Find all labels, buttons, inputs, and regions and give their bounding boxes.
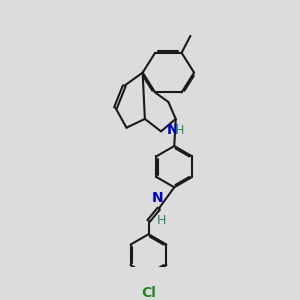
Text: N: N: [167, 123, 178, 137]
Text: H: H: [157, 214, 166, 227]
Text: N: N: [152, 191, 163, 206]
Text: Cl: Cl: [141, 286, 156, 299]
Text: H: H: [175, 124, 184, 136]
